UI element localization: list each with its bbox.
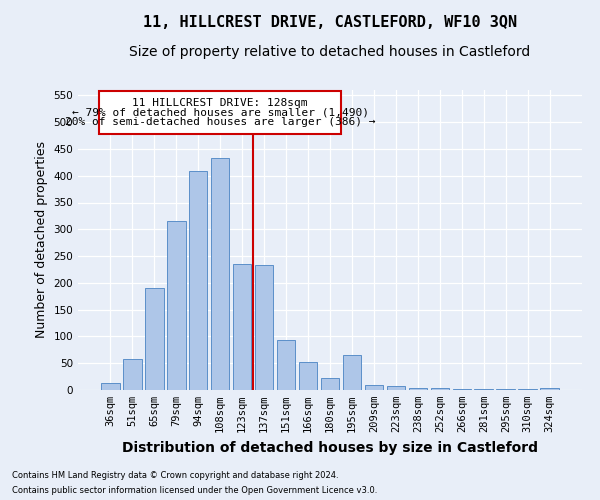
Bar bbox=[431, 388, 449, 390]
Bar bbox=[167, 221, 185, 390]
Text: Contains HM Land Registry data © Crown copyright and database right 2024.: Contains HM Land Registry data © Crown c… bbox=[12, 471, 338, 480]
Bar bbox=[409, 388, 427, 390]
Text: 20% of semi-detached houses are larger (386) →: 20% of semi-detached houses are larger (… bbox=[65, 117, 376, 127]
Bar bbox=[211, 158, 229, 390]
Text: ← 79% of detached houses are smaller (1,490): ← 79% of detached houses are smaller (1,… bbox=[71, 107, 368, 117]
Bar bbox=[277, 340, 295, 390]
Text: 11, HILLCREST DRIVE, CASTLEFORD, WF10 3QN: 11, HILLCREST DRIVE, CASTLEFORD, WF10 3Q… bbox=[143, 15, 517, 30]
Bar bbox=[101, 383, 119, 390]
Y-axis label: Number of detached properties: Number of detached properties bbox=[35, 142, 48, 338]
Bar bbox=[386, 386, 405, 390]
Bar bbox=[189, 172, 208, 390]
Bar bbox=[233, 264, 251, 390]
Bar bbox=[541, 388, 559, 390]
Bar bbox=[145, 288, 164, 390]
Bar bbox=[255, 264, 274, 390]
Text: Size of property relative to detached houses in Castleford: Size of property relative to detached ho… bbox=[130, 45, 530, 59]
X-axis label: Distribution of detached houses by size in Castleford: Distribution of detached houses by size … bbox=[122, 440, 538, 454]
Text: Contains public sector information licensed under the Open Government Licence v3: Contains public sector information licen… bbox=[12, 486, 377, 495]
Text: 11 HILLCREST DRIVE: 128sqm: 11 HILLCREST DRIVE: 128sqm bbox=[133, 98, 308, 108]
Bar bbox=[365, 385, 383, 390]
Bar bbox=[99, 91, 341, 134]
Bar bbox=[123, 360, 142, 390]
Bar bbox=[320, 378, 340, 390]
Bar bbox=[299, 362, 317, 390]
Bar bbox=[343, 355, 361, 390]
